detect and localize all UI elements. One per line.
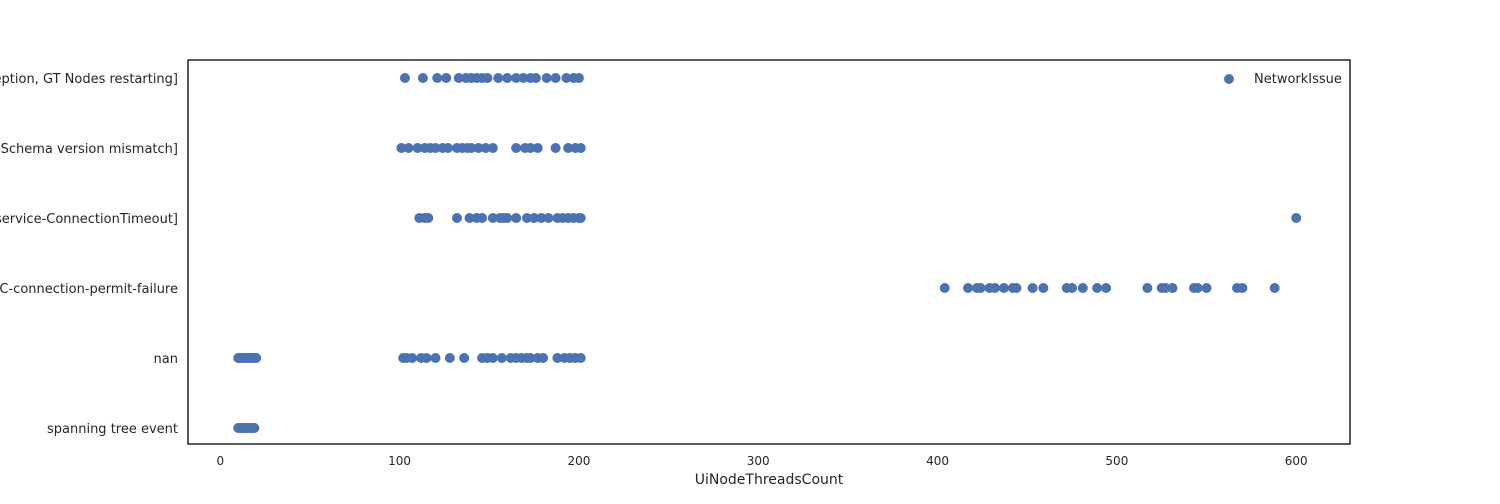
- data-point: [1269, 283, 1280, 293]
- data-point: [473, 143, 484, 153]
- data-point: [1038, 283, 1049, 293]
- data-point: [511, 213, 522, 223]
- data-point: [464, 213, 475, 223]
- data-point: [487, 213, 498, 223]
- data-point: [451, 213, 462, 223]
- data-point: [1011, 283, 1022, 293]
- data-point: [1067, 283, 1078, 293]
- x-tick-label: 300: [747, 454, 770, 468]
- data-point: [1092, 283, 1103, 293]
- data-point: [407, 353, 418, 363]
- data-point: [399, 73, 410, 83]
- data-point: [502, 213, 513, 223]
- data-point: [550, 143, 561, 153]
- data-point: [530, 73, 541, 83]
- data-point: [561, 73, 572, 83]
- y-tick-label: BC-connection-permit-failure: [0, 282, 178, 297]
- data-point: [543, 213, 554, 223]
- x-tick-label: 500: [1105, 454, 1128, 468]
- x-tick-label: 600: [1285, 454, 1308, 468]
- data-point: [963, 283, 974, 293]
- data-point: [998, 283, 1009, 293]
- data-point: [529, 213, 540, 223]
- data-point: [480, 143, 491, 153]
- data-point: [1167, 283, 1178, 293]
- data-point: [1142, 283, 1153, 293]
- data-point: [563, 143, 574, 153]
- data-point: [1101, 283, 1112, 293]
- data-point: [521, 213, 532, 223]
- data-point: [532, 143, 543, 153]
- data-point: [1192, 283, 1203, 293]
- data-point: [444, 353, 455, 363]
- data-point: [487, 353, 498, 363]
- data-point: [430, 143, 441, 153]
- x-ticks: 0 100 200 300 400 500 600: [216, 454, 1307, 468]
- data-point: [441, 73, 452, 83]
- data-point: [550, 73, 561, 83]
- x-tick-label: 200: [567, 454, 590, 468]
- data-point: [538, 353, 549, 363]
- data-point: [430, 353, 441, 363]
- data-point: [443, 143, 454, 153]
- data-point: [511, 143, 522, 153]
- data-point: [487, 143, 498, 153]
- data-point: [536, 213, 547, 223]
- plot-frame: [187, 59, 1351, 445]
- data-point: [421, 353, 432, 363]
- data-point: [403, 143, 414, 153]
- data-point: [251, 353, 262, 363]
- data-point: [249, 423, 260, 433]
- data-point: [1291, 213, 1302, 223]
- data-point: [1237, 283, 1248, 293]
- data-point: [502, 73, 513, 83]
- data-points: [233, 73, 1302, 433]
- data-point: [575, 213, 586, 223]
- data-point: [459, 353, 470, 363]
- y-tick-label: s Schema version mismatch]: [0, 142, 178, 157]
- y-tick-label: spanning tree event: [47, 422, 178, 437]
- data-point: [518, 73, 529, 83]
- data-point: [417, 73, 428, 83]
- y-tick-label: pservice-ConnectionTimeout]: [0, 212, 178, 227]
- data-point: [453, 73, 464, 83]
- data-point: [575, 143, 586, 153]
- y-tick-label: nan: [154, 352, 178, 367]
- data-point: [989, 283, 1000, 293]
- data-point: [541, 73, 552, 83]
- data-point: [396, 143, 407, 153]
- data-point: [477, 213, 488, 223]
- data-point: [525, 353, 536, 363]
- data-point: [575, 353, 586, 363]
- data-point: [432, 73, 443, 83]
- data-point: [939, 283, 950, 293]
- data-point: [573, 73, 584, 83]
- data-point: [482, 73, 493, 83]
- y-tick-label: ception, GT Nodes restarting]: [0, 72, 178, 87]
- data-point: [496, 353, 507, 363]
- data-point: [423, 213, 434, 223]
- y-tick-labels: ception, GT Nodes restarting] s Schema ve…: [0, 72, 178, 437]
- legend-marker: [1224, 74, 1234, 84]
- data-point: [1027, 283, 1038, 293]
- x-tick-label: 400: [926, 454, 949, 468]
- data-point: [1160, 283, 1171, 293]
- x-tick-label: 0: [216, 454, 224, 468]
- data-point: [1077, 283, 1088, 293]
- legend-label: NetworkIssue: [1254, 72, 1342, 87]
- data-point: [511, 73, 522, 83]
- x-tick-label: 100: [388, 454, 411, 468]
- data-point: [525, 143, 536, 153]
- data-point: [975, 283, 986, 293]
- x-axis-label: UiNodeThreadsCount: [695, 472, 844, 488]
- data-point: [552, 353, 563, 363]
- data-point: [466, 143, 477, 153]
- data-point: [412, 143, 423, 153]
- data-point: [493, 73, 504, 83]
- legend: NetworkIssue: [1224, 72, 1342, 87]
- data-point: [1201, 283, 1212, 293]
